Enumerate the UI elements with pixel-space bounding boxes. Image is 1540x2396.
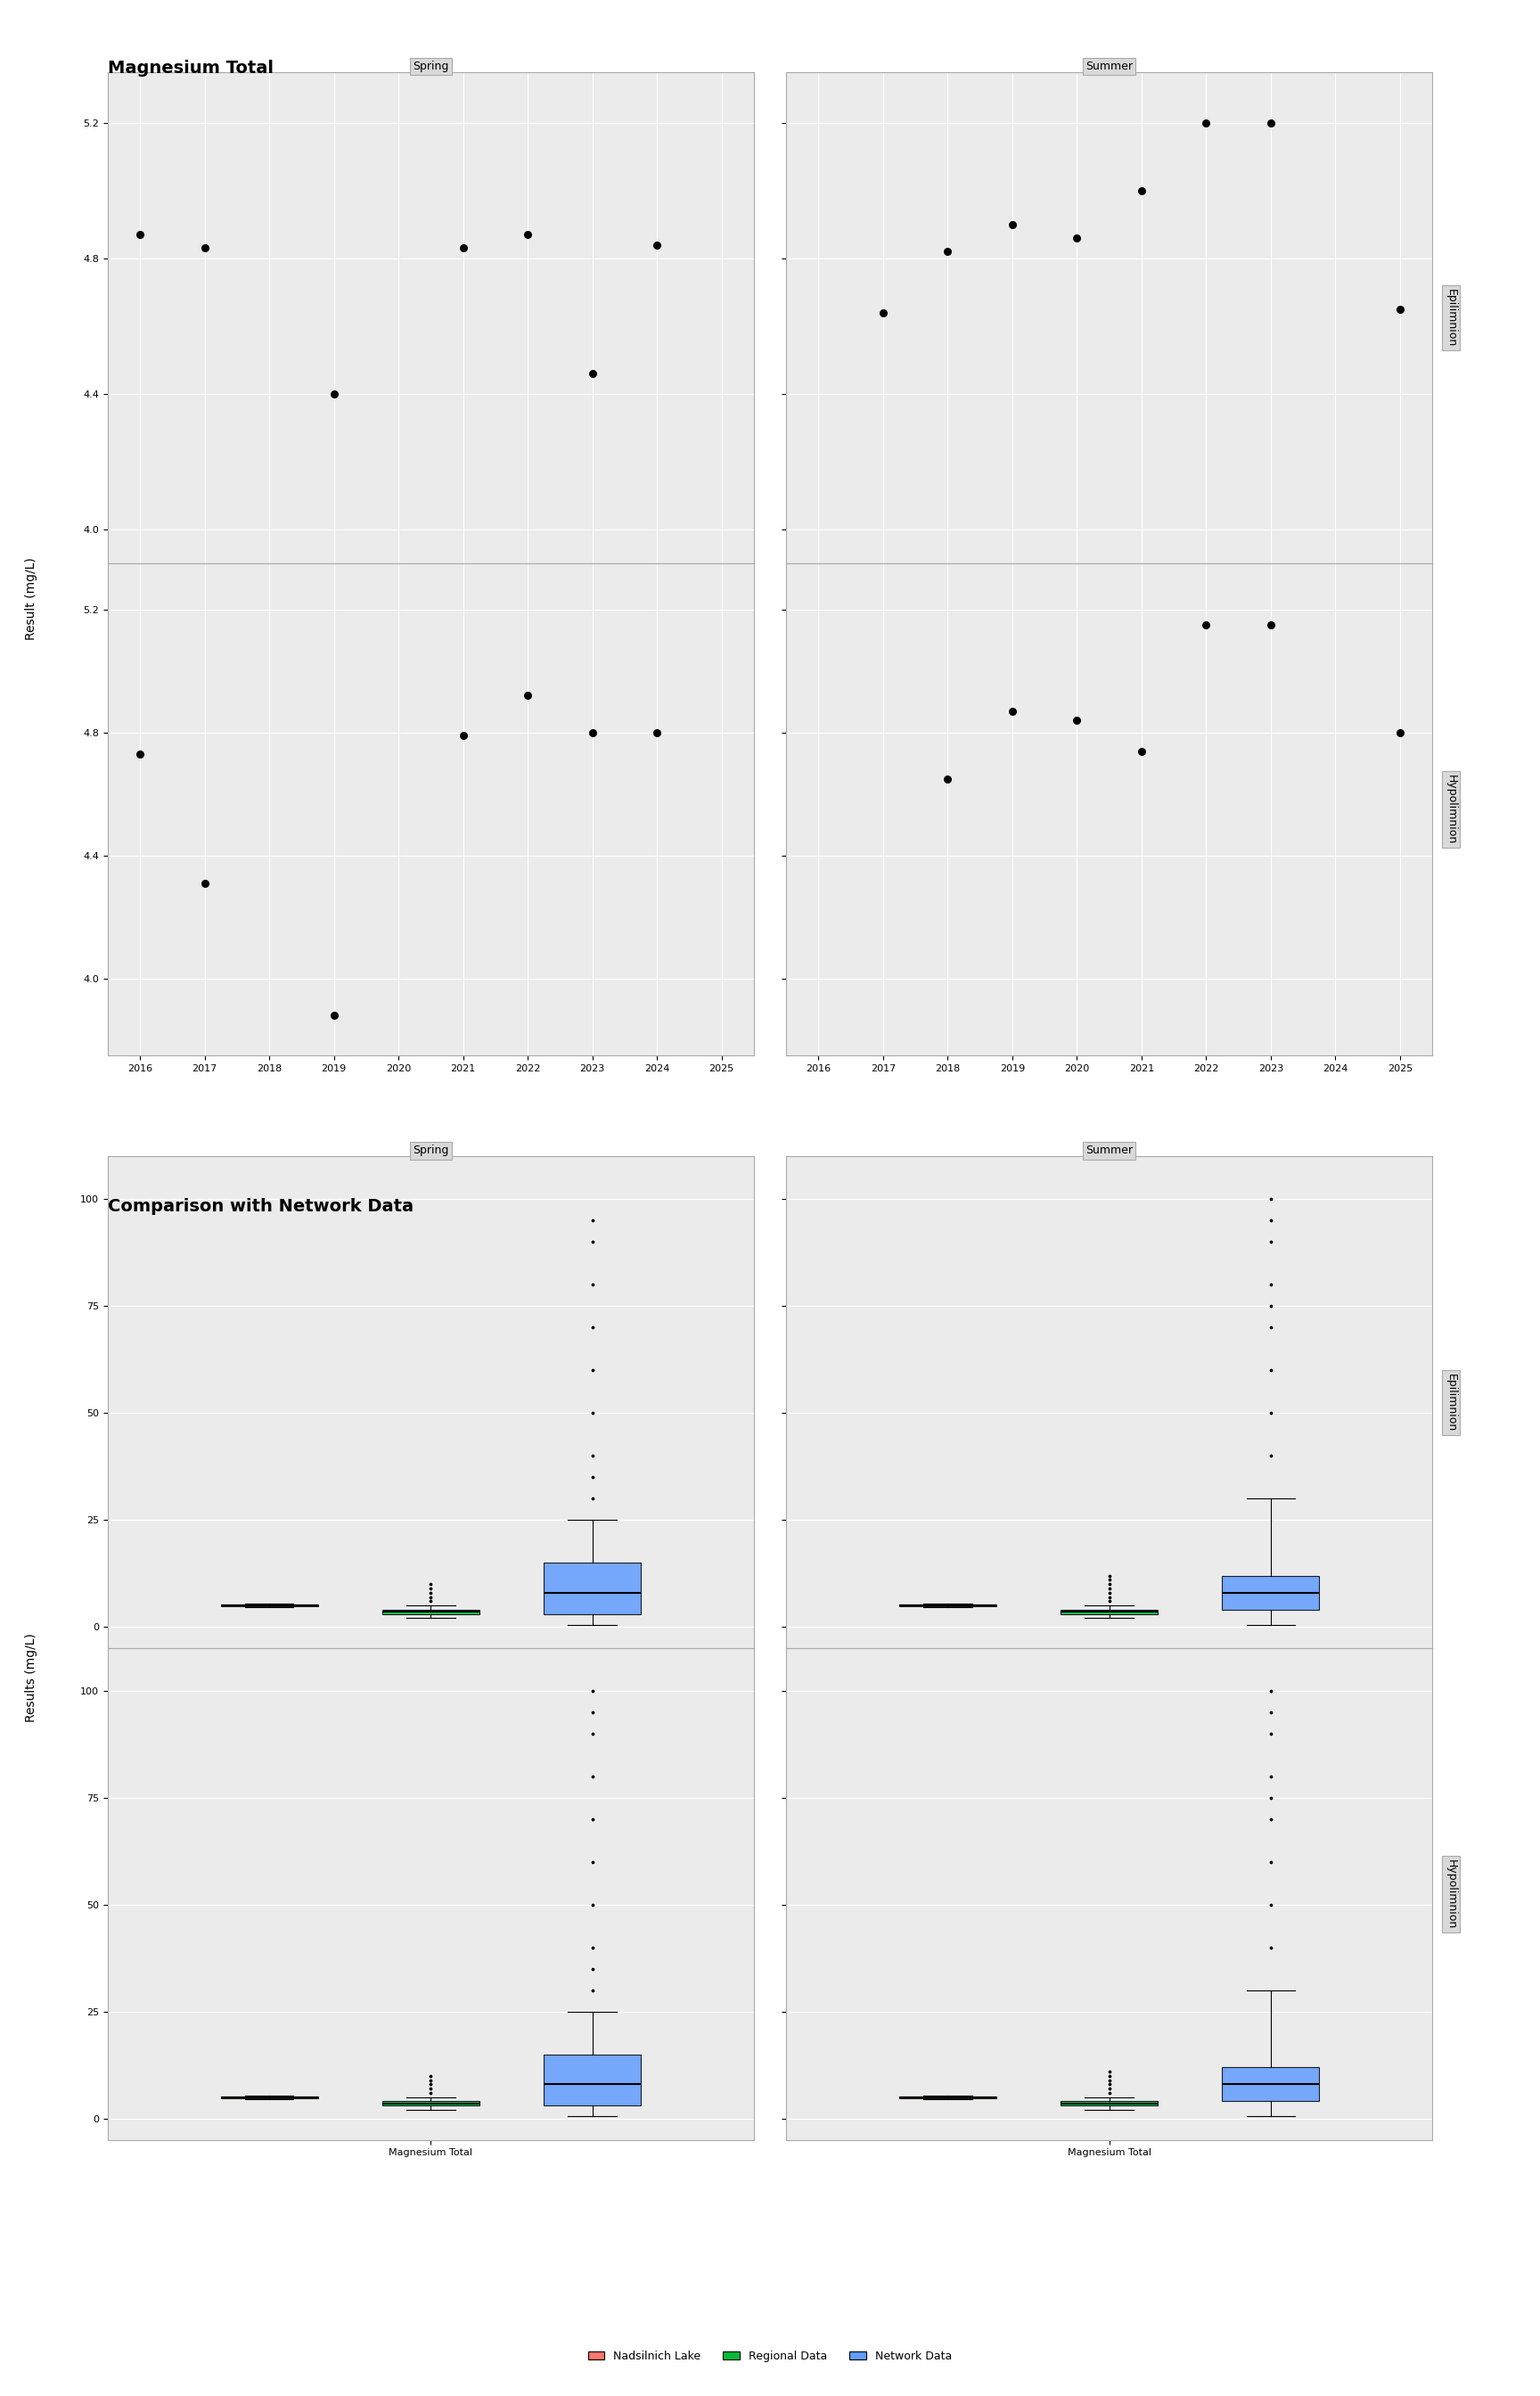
Point [935, 232, 959, 271]
Text: Epilimnion: Epilimnion [1445, 1373, 1457, 1430]
Text: Hypolimnion: Hypolimnion [1445, 1859, 1457, 1929]
Point [1258, 606, 1283, 645]
Point [516, 676, 541, 714]
Point [322, 997, 346, 1035]
Point [999, 206, 1024, 244]
Point [1194, 103, 1218, 141]
PathPatch shape [382, 1610, 479, 1615]
Point [128, 216, 152, 254]
Point [581, 714, 605, 752]
Point [1064, 702, 1089, 740]
PathPatch shape [1223, 1577, 1320, 1610]
Point [451, 230, 476, 268]
PathPatch shape [382, 2101, 479, 2106]
PathPatch shape [544, 2053, 641, 2106]
Point [935, 760, 959, 798]
Point [645, 714, 670, 752]
Text: Comparison with Network Data: Comparison with Network Data [108, 1198, 414, 1215]
PathPatch shape [544, 1562, 641, 1615]
PathPatch shape [1061, 1610, 1158, 1615]
Point [451, 716, 476, 755]
Title: Spring: Spring [413, 60, 448, 72]
PathPatch shape [1061, 2101, 1158, 2106]
Text: Result (mg/L): Result (mg/L) [25, 558, 37, 640]
Point [1258, 103, 1283, 141]
Point [322, 374, 346, 412]
Point [1194, 606, 1218, 645]
Text: Epilimnion: Epilimnion [1445, 288, 1457, 347]
Point [1129, 173, 1153, 211]
Point [128, 736, 152, 774]
Point [516, 216, 541, 254]
Point [645, 225, 670, 264]
Point [192, 230, 217, 268]
Title: Summer: Summer [1086, 1145, 1133, 1157]
Point [1388, 290, 1412, 328]
Point [192, 865, 217, 903]
Point [870, 292, 895, 331]
Point [999, 692, 1024, 731]
Title: Spring: Spring [413, 1145, 448, 1157]
Point [581, 355, 605, 393]
Point [1388, 714, 1412, 752]
Text: Results (mg/L): Results (mg/L) [25, 1632, 37, 1723]
Text: Hypolimnion: Hypolimnion [1445, 774, 1457, 843]
Text: Magnesium Total: Magnesium Total [108, 60, 274, 77]
Point [1129, 731, 1153, 769]
Legend: Nadsilnich Lake, Regional Data, Network Data: Nadsilnich Lake, Regional Data, Network … [584, 2346, 956, 2367]
Title: Summer: Summer [1086, 60, 1133, 72]
PathPatch shape [1223, 2068, 1320, 2101]
Point [1064, 218, 1089, 256]
